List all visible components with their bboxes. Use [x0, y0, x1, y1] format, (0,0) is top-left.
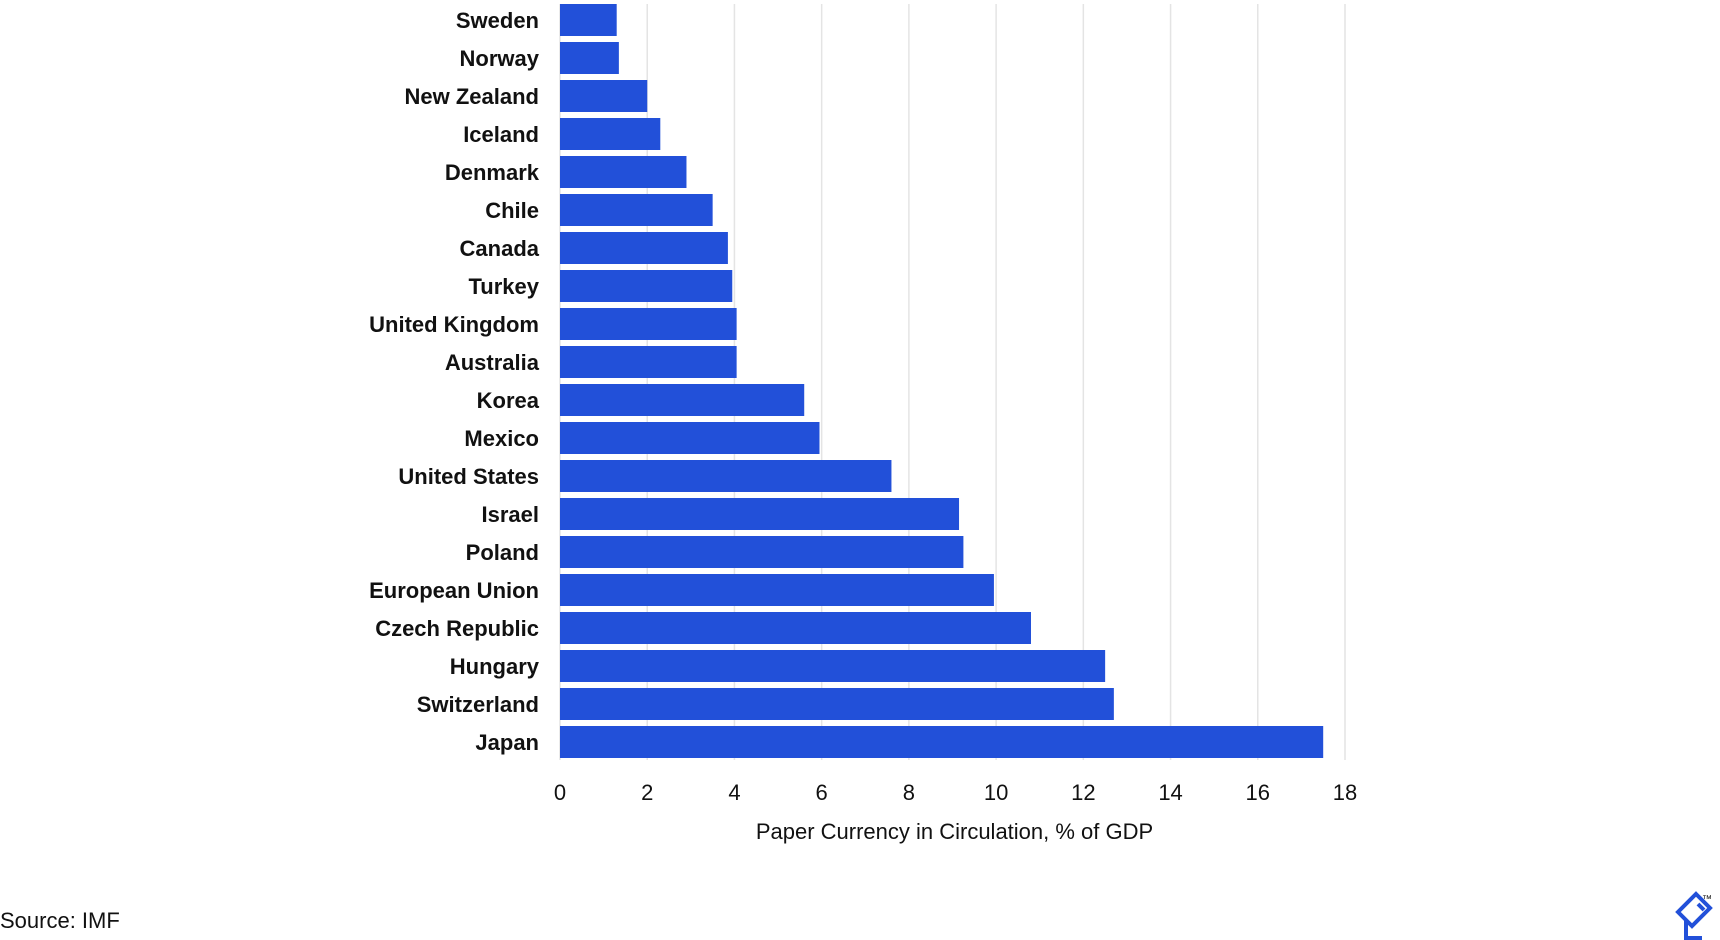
x-tick-label: 18 [1333, 780, 1357, 805]
toptal-logo-icon: ™ [1675, 891, 1713, 940]
x-tick-label: 10 [984, 780, 1008, 805]
category-label: Czech Republic [375, 616, 539, 641]
bar [560, 612, 1031, 644]
category-labels: Sweden Norway New Zealand Iceland Denmark Chi… [369, 8, 540, 755]
category-label: Norway [460, 46, 540, 71]
source-note: Source: IMF [0, 908, 120, 933]
bar [560, 384, 805, 416]
trademark-mark: ™ [1702, 894, 1712, 905]
x-tick-label: 6 [816, 780, 828, 805]
bar [560, 650, 1106, 682]
bar [560, 308, 737, 340]
category-label: Iceland [463, 122, 539, 147]
bar [560, 156, 687, 188]
bar [560, 460, 892, 492]
bar [560, 118, 661, 150]
bar [560, 270, 733, 302]
category-label: Hungary [450, 654, 540, 679]
bar [560, 194, 713, 226]
x-tick-label: 0 [554, 780, 566, 805]
x-tick-label: 2 [641, 780, 653, 805]
category-label: Sweden [456, 8, 539, 33]
category-label: Turkey [468, 274, 539, 299]
category-label: Switzerland [417, 692, 539, 717]
category-label: Denmark [445, 160, 540, 185]
category-label: Australia [445, 350, 540, 375]
x-tick-label: 12 [1071, 780, 1095, 805]
category-label: United Kingdom [369, 312, 539, 337]
x-tick-label: 8 [903, 780, 915, 805]
bars [560, 4, 1324, 758]
bar [560, 346, 737, 378]
bar [560, 688, 1114, 720]
bar [560, 726, 1324, 758]
bar [560, 422, 820, 454]
grid-lines [559, 4, 1346, 760]
category-label: Chile [485, 198, 539, 223]
bar [560, 498, 960, 530]
category-label: Japan [475, 730, 539, 755]
bar [560, 42, 619, 74]
bar [560, 536, 964, 568]
category-label: Poland [466, 540, 539, 565]
category-label: Israel [482, 502, 540, 527]
x-tick-label: 4 [728, 780, 740, 805]
bar [560, 4, 617, 36]
category-label: Canada [460, 236, 540, 261]
bar [560, 574, 994, 606]
bar [560, 232, 728, 264]
bar [560, 80, 648, 112]
x-tick-label: 16 [1246, 780, 1270, 805]
category-label: European Union [369, 578, 539, 603]
category-label: New Zealand [405, 84, 539, 109]
category-label: United States [398, 464, 539, 489]
x-axis-ticks: 0 2 4 6 8 10 12 14 16 18 [554, 780, 1357, 805]
category-label: Korea [477, 388, 540, 413]
category-label: Mexico [464, 426, 539, 451]
x-tick-label: 14 [1158, 780, 1182, 805]
x-axis-title: Paper Currency in Circulation, % of GDP [756, 819, 1153, 844]
